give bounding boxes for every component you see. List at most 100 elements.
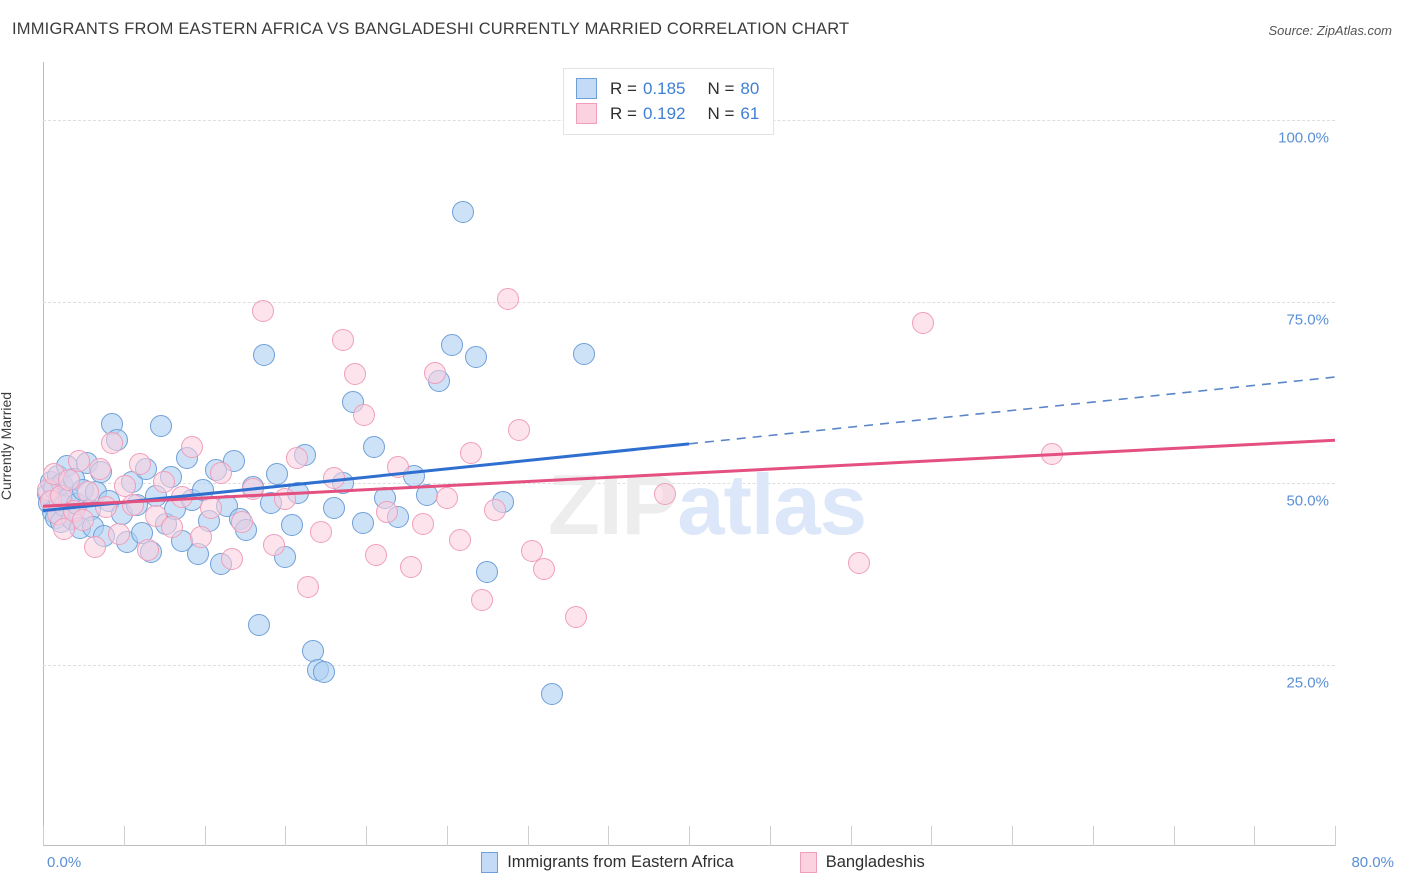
x-tick bbox=[931, 826, 933, 846]
scatter-point bbox=[521, 540, 544, 563]
scatter-point bbox=[72, 509, 95, 532]
scatter-point bbox=[128, 453, 151, 476]
series-legend: Immigrants from Eastern Africa Banglades… bbox=[0, 852, 1406, 873]
x-tick bbox=[204, 826, 206, 846]
scatter-point bbox=[497, 288, 520, 311]
n-value-pink: 61 bbox=[740, 103, 760, 123]
scatter-point bbox=[248, 613, 271, 636]
scatter-point bbox=[101, 432, 124, 455]
correlation-legend-row-pink: R = 0.192 N = 61 bbox=[576, 101, 759, 126]
n-value-blue: 80 bbox=[740, 78, 760, 98]
series-swatch-blue bbox=[481, 852, 499, 873]
x-tick bbox=[123, 826, 125, 846]
scatter-point bbox=[280, 514, 303, 537]
scatter-point bbox=[149, 415, 172, 438]
legend-swatch-pink bbox=[576, 103, 597, 124]
scatter-point bbox=[262, 533, 285, 556]
scatter-point bbox=[313, 660, 335, 683]
x-tick bbox=[366, 826, 367, 846]
x-tick bbox=[527, 826, 529, 846]
scatter-point bbox=[353, 403, 376, 426]
y-tick-label: 50.0% bbox=[1286, 492, 1329, 510]
x-tick bbox=[43, 826, 44, 846]
scatter-point bbox=[484, 498, 507, 521]
scatter-point bbox=[136, 538, 159, 561]
scatter-point bbox=[88, 458, 111, 481]
x-tick bbox=[1335, 826, 1336, 846]
scatter-point bbox=[209, 461, 232, 484]
x-axis-min-label: 0.0% bbox=[47, 854, 82, 871]
scatter-point bbox=[107, 522, 130, 545]
trend-line-blue-dashed bbox=[688, 376, 1336, 445]
scatter-point bbox=[471, 588, 494, 611]
scatter-point bbox=[847, 551, 870, 574]
scatter-point bbox=[476, 561, 499, 584]
x-tick bbox=[1092, 826, 1094, 846]
legend-item-immigrants-eastern-africa[interactable]: Immigrants from Eastern Africa bbox=[481, 852, 734, 873]
scatter-point bbox=[400, 556, 423, 579]
gridline bbox=[43, 483, 1335, 485]
scatter-point bbox=[464, 346, 487, 369]
r-label-pink: R = bbox=[610, 103, 637, 123]
scatter-point bbox=[285, 447, 308, 470]
x-tick bbox=[608, 826, 610, 846]
scatter-point bbox=[67, 450, 90, 473]
scatter-point bbox=[251, 299, 274, 322]
scatter-point bbox=[459, 441, 482, 464]
scatter-point bbox=[161, 516, 184, 539]
x-tick bbox=[1173, 826, 1175, 846]
y-tick-label: 100.0% bbox=[1278, 129, 1329, 147]
x-tick bbox=[1254, 826, 1256, 846]
r-label-blue: R = bbox=[610, 78, 637, 98]
trend-line-pink bbox=[42, 438, 1336, 508]
legend-item-bangladeshis[interactable]: Bangladeshis bbox=[799, 852, 925, 873]
trend-lines bbox=[42, 376, 1336, 513]
scatter-point bbox=[532, 557, 555, 580]
scatter-point bbox=[266, 463, 289, 486]
series-swatch-pink bbox=[799, 852, 817, 873]
x-axis-max-label: 80.0% bbox=[1351, 854, 1394, 871]
scatter-point bbox=[57, 469, 80, 492]
scatter-point bbox=[451, 201, 474, 224]
scatter-point bbox=[296, 575, 319, 598]
scatter-point bbox=[180, 435, 203, 458]
r-value-pink: 0.192 bbox=[642, 103, 686, 123]
y-tick-label: 75.0% bbox=[1286, 311, 1329, 329]
x-tick bbox=[689, 826, 690, 846]
x-tick bbox=[850, 826, 852, 846]
scatter-point bbox=[52, 518, 75, 541]
scatter-point bbox=[77, 480, 100, 503]
scatter-point bbox=[332, 329, 355, 352]
r-value-blue: 0.185 bbox=[642, 78, 686, 98]
scatter-point bbox=[364, 543, 387, 566]
scatter-point bbox=[564, 606, 587, 629]
scatter-point bbox=[253, 344, 276, 367]
scatter-point bbox=[220, 547, 243, 570]
y-tick-label: 25.0% bbox=[1286, 674, 1329, 692]
scatter-point bbox=[322, 466, 345, 489]
n-label-pink: N = bbox=[707, 103, 735, 123]
scatter-point bbox=[190, 526, 213, 549]
plot-area: 25.0% 50.0% 75.0% 100.0% ZIPatlas bbox=[36, 62, 1336, 846]
x-tick bbox=[1012, 826, 1013, 846]
scatter-point bbox=[508, 419, 531, 442]
scatter-point bbox=[448, 528, 471, 551]
scatter-point bbox=[351, 511, 374, 534]
scatter-point bbox=[343, 363, 366, 386]
scatter-point bbox=[424, 362, 447, 385]
gridline bbox=[43, 664, 1335, 666]
correlation-legend-row-blue: R = 0.185 N = 80 bbox=[576, 76, 759, 101]
scatter-point bbox=[411, 512, 434, 535]
page-title: IMMIGRANTS FROM EASTERN AFRICA VS BANGLA… bbox=[12, 20, 850, 38]
y-axis-line bbox=[43, 62, 44, 846]
gridline bbox=[43, 301, 1335, 303]
scatter-point bbox=[573, 342, 596, 365]
scatter-point bbox=[309, 520, 332, 543]
scatter-point bbox=[322, 497, 345, 520]
legend-swatch-blue bbox=[576, 78, 597, 99]
scatter-point bbox=[440, 334, 463, 357]
scatter-point bbox=[230, 510, 253, 533]
x-tick bbox=[285, 826, 287, 846]
y-axis-title: Currently Married bbox=[0, 391, 14, 501]
scatter-point bbox=[153, 471, 176, 494]
